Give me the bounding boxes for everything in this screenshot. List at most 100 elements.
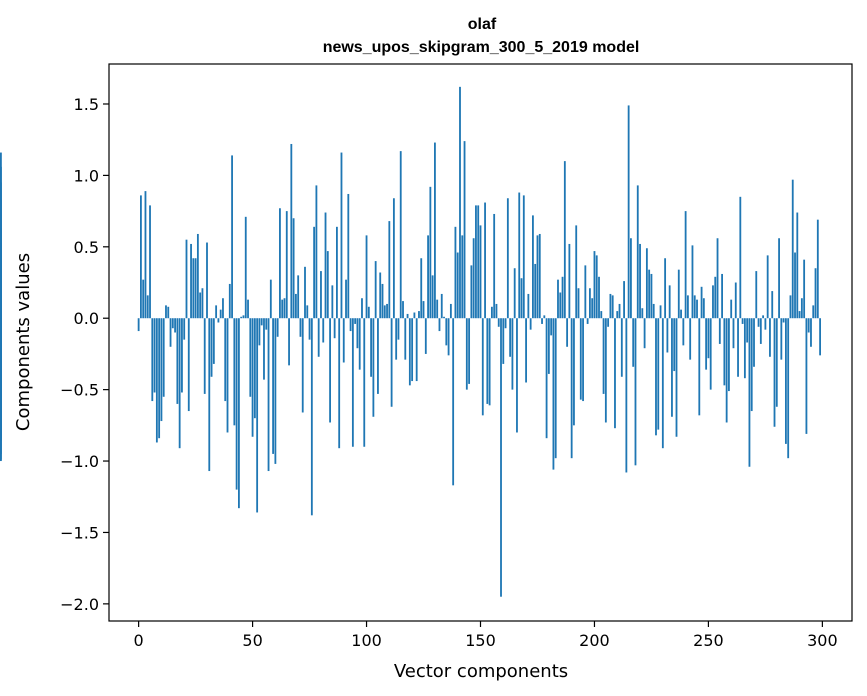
bar — [664, 258, 667, 319]
bar — [739, 196, 742, 319]
bar — [347, 193, 350, 319]
bar — [659, 305, 662, 319]
bar — [532, 215, 534, 319]
bar — [604, 318, 607, 423]
bar — [641, 308, 644, 319]
bar — [333, 318, 336, 339]
bar — [454, 226, 457, 319]
bar — [338, 318, 341, 449]
bar — [545, 318, 548, 439]
bar — [322, 318, 325, 343]
bar — [194, 258, 197, 319]
bar — [625, 318, 628, 473]
bar — [274, 318, 277, 464]
bar — [682, 318, 685, 346]
bar — [459, 86, 461, 319]
bar — [538, 233, 541, 319]
bar — [577, 288, 580, 319]
bar — [787, 318, 790, 459]
y-tick-label: 1.0 — [74, 166, 99, 185]
bar — [775, 318, 778, 407]
bar — [671, 318, 673, 417]
bar — [566, 318, 569, 347]
y-tick-label: 0.5 — [74, 238, 99, 257]
bar — [586, 318, 589, 324]
bar — [757, 318, 760, 327]
bar — [486, 318, 489, 404]
bar — [251, 318, 254, 437]
bar — [283, 298, 286, 319]
bar — [310, 318, 313, 516]
bar — [582, 318, 584, 402]
bar — [677, 269, 680, 319]
bar — [614, 318, 616, 429]
bar — [495, 303, 498, 319]
bar — [253, 318, 256, 419]
bar — [511, 318, 514, 390]
bar — [730, 299, 733, 319]
bar — [632, 318, 635, 367]
bar — [618, 303, 621, 319]
bar — [208, 318, 211, 472]
x-tick-label: 250 — [693, 631, 724, 650]
y-axis-label: Components values — [13, 253, 34, 431]
y-tick-label: −0.5 — [60, 381, 99, 400]
bar — [620, 318, 623, 377]
y-axis-ticks: −2.0 −1.5 −1.0 −0.5 0.0 0.5 1.0 1.5 — [60, 95, 109, 614]
bar — [513, 268, 516, 319]
bar — [397, 318, 400, 340]
bar — [374, 261, 377, 319]
bar — [165, 305, 167, 319]
bar — [279, 208, 281, 319]
bar — [616, 311, 619, 319]
bar — [429, 186, 432, 319]
bar — [244, 216, 247, 319]
bar — [452, 318, 455, 486]
bar — [290, 143, 293, 319]
bar — [292, 218, 295, 319]
bar — [201, 288, 204, 319]
bar — [162, 318, 165, 397]
bar — [500, 318, 502, 597]
bar — [370, 318, 373, 377]
bar — [436, 299, 439, 319]
y-tick-label: −1.0 — [60, 452, 99, 471]
bar — [247, 299, 249, 319]
bar — [149, 205, 151, 319]
x-tick-label: 50 — [242, 631, 262, 650]
bar — [351, 318, 354, 447]
bar — [443, 316, 445, 319]
bar — [732, 318, 735, 349]
y-tick-label: 0.0 — [74, 309, 99, 328]
bar — [816, 219, 819, 319]
bar — [185, 239, 188, 319]
bar — [484, 202, 486, 319]
bar — [365, 235, 368, 319]
bar — [404, 318, 407, 360]
bar — [741, 318, 744, 324]
bar — [686, 295, 689, 319]
bar — [151, 318, 154, 402]
bar — [573, 318, 575, 426]
bar — [693, 295, 696, 319]
bar — [643, 318, 646, 349]
bar — [723, 318, 726, 386]
bar — [233, 318, 236, 426]
bar — [547, 318, 550, 374]
bar — [778, 238, 780, 319]
x-axis-label: Vector components — [394, 661, 568, 682]
bar — [317, 318, 320, 357]
bar — [709, 318, 712, 390]
bar — [509, 318, 512, 357]
bar — [575, 225, 578, 319]
bar — [759, 318, 762, 344]
bar — [142, 279, 145, 319]
bar — [800, 298, 803, 319]
bar — [331, 285, 334, 319]
bar — [696, 299, 698, 319]
bar — [782, 318, 785, 323]
bar — [294, 293, 297, 319]
bar — [520, 278, 523, 319]
bar — [181, 318, 183, 393]
